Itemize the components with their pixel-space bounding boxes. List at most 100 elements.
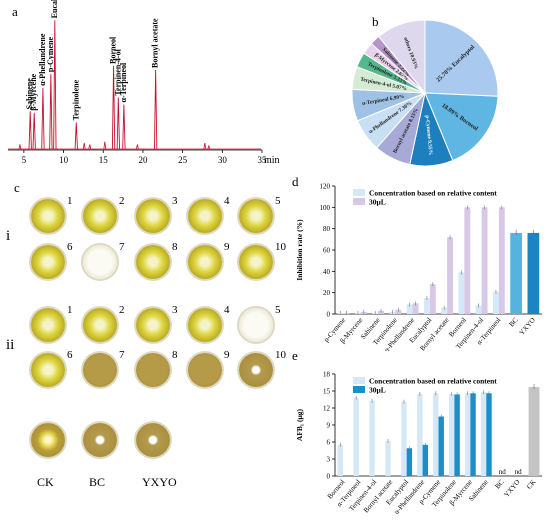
y-axis-label: Inhibition rate (%) bbox=[295, 219, 304, 281]
x-tick-label: 30 bbox=[218, 155, 228, 165]
petri-dish bbox=[239, 353, 273, 387]
peak-label: Terpinen-4-ol bbox=[113, 48, 122, 95]
dish-number: 4 bbox=[224, 195, 230, 207]
bar bbox=[470, 393, 476, 476]
legend-label: 30μL bbox=[369, 198, 386, 207]
bar bbox=[417, 393, 423, 476]
dish-number: 8 bbox=[172, 349, 178, 361]
legend-label: Concentration based on relative content bbox=[369, 377, 497, 386]
x-tick-label: 20 bbox=[138, 155, 148, 165]
panel-label-a: a bbox=[12, 4, 18, 19]
dish-number: 1 bbox=[67, 195, 73, 207]
peak-label: Sabinene bbox=[25, 78, 34, 110]
dish-number: 5 bbox=[275, 195, 281, 207]
peak bbox=[122, 104, 126, 150]
control-label: BC bbox=[89, 475, 106, 489]
petri-dish bbox=[136, 308, 170, 342]
y-tick-label: 80 bbox=[323, 225, 331, 233]
x-tick-label: 25 bbox=[178, 155, 188, 165]
peak-label: Bornyl acetate bbox=[151, 18, 160, 68]
panel-label-b: b bbox=[372, 14, 379, 29]
bar bbox=[441, 307, 448, 314]
y-tick-label: 20 bbox=[323, 289, 331, 297]
dish-number: 3 bbox=[172, 195, 178, 207]
bar bbox=[486, 393, 492, 476]
petri-dish bbox=[83, 353, 117, 387]
petri-dish bbox=[239, 199, 273, 233]
dish-number: 1 bbox=[67, 304, 73, 316]
petri-dish-grid: 1 2 3 4 5 6 7 8 9 10 1 2 3 4 5 6 7 8 9 10 i ii CK BC YXYO bbox=[0, 190, 290, 523]
legend-label: Concentration based on relative content bbox=[369, 189, 497, 198]
x-tick-label: 15 bbox=[99, 155, 109, 165]
petri-dish bbox=[83, 245, 117, 279]
peak bbox=[74, 122, 78, 150]
y-tick-label: 6 bbox=[327, 439, 331, 447]
panel-label-d: d bbox=[292, 174, 299, 189]
bar bbox=[481, 207, 488, 314]
y-tick-label: 40 bbox=[323, 268, 331, 276]
dish-row-label: ii bbox=[6, 337, 15, 353]
bar bbox=[406, 304, 413, 314]
dish-number: 2 bbox=[119, 304, 125, 316]
petri-dish bbox=[136, 245, 170, 279]
bar bbox=[406, 448, 413, 476]
legend-swatch bbox=[353, 198, 365, 205]
dish-number: 2 bbox=[119, 195, 125, 207]
peak-label: p-Cymene bbox=[46, 37, 55, 73]
peak-label: β-Myrcene bbox=[29, 73, 38, 110]
control-dish-ck bbox=[31, 423, 65, 457]
peak bbox=[116, 97, 120, 150]
peak bbox=[41, 87, 45, 150]
x-tick-label: BC bbox=[494, 478, 506, 491]
minor-peak bbox=[207, 144, 211, 150]
bar bbox=[337, 444, 343, 476]
peak-label: α-Phellandrene bbox=[38, 33, 47, 86]
legend-swatch bbox=[353, 386, 365, 393]
peak bbox=[49, 74, 53, 150]
y-tick-label: 0 bbox=[327, 473, 331, 481]
bar bbox=[424, 298, 430, 314]
bar bbox=[475, 305, 482, 314]
peak bbox=[53, 20, 57, 150]
peak-label: α-Terpineol bbox=[119, 62, 128, 103]
petri-dish bbox=[188, 245, 222, 279]
bar bbox=[528, 387, 540, 476]
bar bbox=[447, 237, 453, 314]
x-tick-label: YXYO bbox=[518, 316, 537, 337]
bar bbox=[395, 309, 402, 314]
x-tick-label: 35 bbox=[258, 155, 268, 165]
petri-dish bbox=[188, 353, 222, 387]
peak bbox=[28, 111, 32, 150]
petri-dish bbox=[83, 308, 117, 342]
x-tick-label: 10 bbox=[59, 155, 69, 165]
minor-peak bbox=[203, 143, 207, 150]
x-axis-label: min bbox=[264, 155, 280, 166]
control-label: YXYO bbox=[142, 475, 177, 489]
petri-dish bbox=[188, 308, 222, 342]
legend-label: 30μL bbox=[369, 386, 386, 395]
petri-dish bbox=[31, 308, 65, 342]
petri-dish bbox=[239, 308, 273, 342]
panel-label-c: c bbox=[14, 180, 20, 195]
bar bbox=[433, 393, 439, 476]
legend-swatch bbox=[353, 189, 365, 196]
pie-slice bbox=[378, 19, 426, 95]
panel-label-e: e bbox=[292, 348, 298, 363]
bar bbox=[401, 401, 407, 476]
peak-label: Borneol bbox=[109, 36, 118, 64]
bar bbox=[412, 303, 419, 314]
pie-slice-label: p-Cymene 9.55% bbox=[424, 115, 434, 155]
y-tick-label: 12 bbox=[323, 405, 331, 413]
petri-dish bbox=[239, 245, 273, 279]
nd-label: nd bbox=[499, 468, 507, 476]
bar bbox=[449, 393, 455, 476]
bar bbox=[498, 207, 505, 314]
bar bbox=[464, 207, 471, 314]
dish-number: 3 bbox=[172, 304, 178, 316]
peak bbox=[32, 112, 36, 150]
x-tick-label: CK bbox=[525, 478, 537, 491]
dish-row-label: i bbox=[6, 228, 11, 244]
dish-number: 6 bbox=[67, 349, 73, 361]
